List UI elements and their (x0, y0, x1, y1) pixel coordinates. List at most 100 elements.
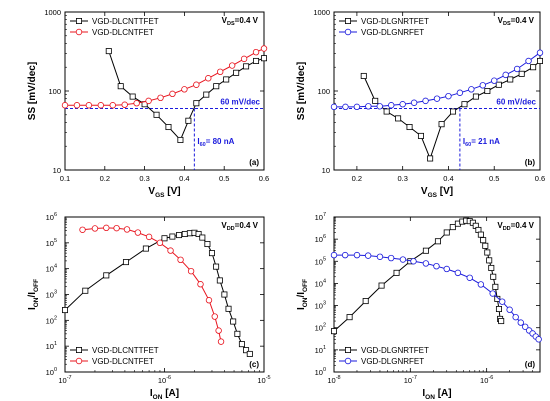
data-point (537, 57, 544, 64)
text-span: = 80 nA (206, 137, 235, 146)
data-point (353, 251, 361, 259)
data-point (456, 89, 464, 96)
data-point (330, 103, 338, 111)
y-tick-label: 100 (48, 87, 61, 96)
data-point (346, 314, 353, 321)
data-point (498, 318, 505, 325)
data-point (187, 267, 195, 275)
x-tick-label: 0.3 (397, 174, 407, 183)
data-point (517, 319, 524, 326)
data-point (492, 283, 499, 290)
data-point (156, 239, 164, 247)
text-span: -5 (266, 375, 271, 381)
y-axis-label: ION/IOFF (296, 279, 309, 310)
data-point (205, 75, 212, 82)
text-span: [V] (437, 186, 453, 197)
legend-marker (344, 357, 352, 365)
data-point (512, 313, 519, 321)
data-point (205, 297, 213, 304)
text-span: -6 (488, 375, 493, 381)
x-axis-label: ION [A] (150, 388, 179, 401)
legend-entry: VGD-DLCNTTFET (70, 17, 159, 26)
data-point (422, 97, 429, 105)
data-point (203, 91, 210, 98)
i60-label: I60= 21 nA (463, 137, 500, 148)
data-point (530, 64, 537, 71)
data-point (217, 338, 225, 345)
text-span: 1 (323, 345, 326, 351)
data-point (103, 272, 110, 279)
text-span: DD (503, 226, 511, 232)
data-point (145, 233, 153, 241)
data-point (522, 323, 529, 330)
panel-label: (b) (525, 158, 536, 167)
y-tick-label: 103 (315, 301, 326, 311)
x-tick-label: 0.6 (535, 174, 545, 183)
bias-note: VDD=0.4 V (221, 221, 258, 232)
data-point (466, 274, 473, 281)
text-span: 4 (323, 278, 326, 284)
y-tick-label: 101 (315, 345, 326, 355)
data-point (208, 250, 215, 257)
data-point (233, 69, 240, 76)
legend-label: VGD-DLGNRTFET (361, 346, 429, 355)
legend-entry: VGD-DLGNRFET (339, 357, 424, 366)
data-point (121, 101, 128, 108)
data-point (157, 94, 164, 102)
y-tick-label: 104 (315, 278, 326, 288)
panel-3: 10-8 10-7 10-6100101102103104105106107VGD-… (296, 212, 542, 401)
data-point (238, 341, 245, 348)
data-point (228, 62, 236, 69)
text-span: =0.4 V (235, 221, 259, 230)
data-point (491, 77, 498, 84)
data-point (399, 256, 407, 263)
data-point (410, 99, 418, 106)
data-point (142, 245, 149, 252)
text-span: 3 (323, 301, 326, 307)
text-span: -7 (412, 375, 417, 381)
x-tick-label: 10-7 (58, 375, 71, 385)
data-point (495, 306, 502, 313)
text-span: = 21 nA (471, 137, 500, 146)
data-point (488, 264, 495, 271)
data-point (252, 48, 260, 56)
data-point (433, 95, 441, 102)
data-point (449, 224, 456, 231)
legend-marker (76, 346, 83, 353)
y-tick-label: 10 (322, 166, 330, 175)
data-point (260, 55, 267, 62)
x-tick-label: 0.6 (259, 174, 269, 183)
data-point (113, 224, 120, 232)
data-point (494, 295, 501, 302)
data-point (240, 55, 248, 63)
data-point (165, 124, 172, 131)
text-span: -7 (67, 375, 72, 381)
data-point (422, 247, 429, 254)
data-point (484, 249, 491, 256)
data-point (62, 307, 69, 314)
y-tick-label: 100 (46, 367, 57, 377)
series-line (108, 50, 265, 141)
panel-0: 0.1 0.2 0.3 0.4 0.5 0.6 10 100 1000 60 mV/dec I60=… (27, 8, 269, 199)
legend-marker (344, 28, 352, 36)
y-axis-label: SS [mV/dec] (296, 62, 307, 120)
data-point (177, 136, 184, 143)
text-span: 0 (54, 367, 57, 373)
panel-label: (a) (249, 158, 259, 167)
y-tick-label: 102 (46, 315, 57, 325)
text-span: [A] (435, 388, 452, 399)
series-0 (105, 48, 267, 143)
panel-label: (d) (525, 360, 536, 369)
reference-line-label: 60 mV/dec (220, 98, 260, 107)
data-point (362, 298, 369, 305)
legend-label: VGD-DLCNTFET (92, 28, 154, 37)
data-point (484, 88, 491, 95)
text-span: /I (296, 292, 307, 298)
data-point (79, 226, 86, 233)
data-point (185, 117, 192, 124)
legend-entry: VGD-DLGNRTFET (339, 346, 429, 355)
data-point (246, 350, 253, 357)
data-point (450, 108, 457, 115)
data-point (223, 76, 230, 83)
data-point (410, 258, 417, 265)
